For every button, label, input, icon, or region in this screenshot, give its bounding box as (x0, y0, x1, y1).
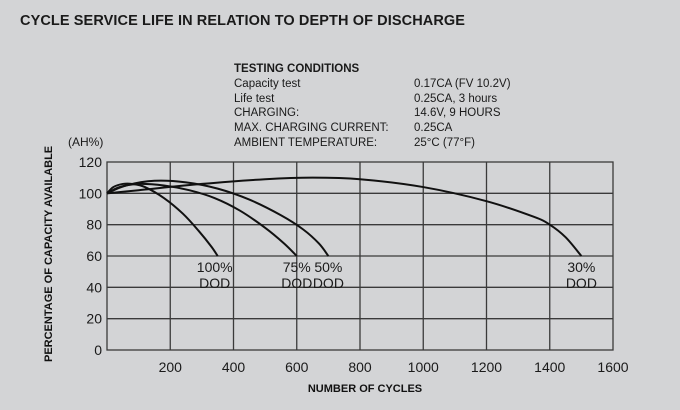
condition-value: 0.25CA, 3 hours (414, 92, 498, 105)
x-tick-label: 1600 (597, 359, 628, 375)
condition-label: Capacity test (234, 77, 301, 90)
x-tick-label: 800 (348, 359, 372, 375)
x-tick-label: 1200 (471, 359, 502, 375)
condition-value: 14.6V, 9 HOURS (414, 107, 501, 120)
y-tick-label: 100 (79, 185, 103, 201)
y-tick-label: 0 (94, 342, 102, 358)
condition-label: CHARGING: (234, 107, 300, 120)
condition-row: Capacity test 0.17CA (FV 10.2V) (234, 77, 511, 92)
series-label-50-dod-pct: 50% (314, 259, 342, 275)
series-line-75-dod-pct (106, 182, 298, 257)
condition-row: AMBIENT TEMPERATURE: 25°C (77°F) (234, 136, 511, 151)
testing-conditions: TESTING CONDITIONS Capacity test 0.17CA … (234, 62, 511, 151)
x-tick-label: 1400 (534, 359, 565, 375)
condition-row: MAX. CHARGING CURRENT: 0.25CA (234, 121, 511, 136)
x-tick-label: 1000 (408, 359, 439, 375)
y-tick-label: 40 (86, 279, 102, 295)
condition-value: 0.17CA (FV 10.2V) (414, 77, 511, 90)
x-axis-title: NUMBER OF CYCLES (308, 383, 422, 395)
condition-row: Life test 0.25CA, 3 hours (234, 92, 511, 107)
series-label-50-dod-pct: DOD (313, 275, 344, 291)
series-line-30-dod-pct (106, 176, 583, 257)
condition-label: MAX. CHARGING CURRENT: (234, 122, 389, 135)
series-line-50-dod-pct (106, 179, 330, 257)
y-tick-label: 120 (79, 154, 103, 170)
y-axis-title: PERCENTAGE OF CAPACITY AVAILABLE (43, 146, 55, 362)
condition-label: Life test (234, 92, 275, 105)
series-label-100-dod-pct: DOD (199, 275, 230, 291)
tick-labels: 0 20 40 60 80 100 120 200 400 600 800 1000 1200 1400 1… (79, 154, 629, 375)
series-line-100-dod-pct (106, 182, 219, 257)
series-label-75-dod-pct: 75% (283, 259, 311, 275)
y-unit-label: (AH%) (68, 135, 103, 149)
grid (106, 161, 614, 351)
x-tick-label: 200 (159, 359, 183, 375)
condition-value: 25°C (77°F) (414, 136, 475, 149)
condition-value: 0.25CA (414, 122, 453, 135)
series-label-100-dod-pct: 100% (197, 259, 233, 275)
series-label-30-dod-pct: 30% (567, 259, 595, 275)
testing-conditions-heading: TESTING CONDITIONS (234, 63, 360, 75)
x-tick-label: 600 (285, 359, 309, 375)
y-tick-label: 60 (86, 248, 102, 264)
y-tick-label: 80 (86, 217, 102, 233)
x-tick-label: 400 (222, 359, 246, 375)
chart-title: CYCLE SERVICE LIFE IN RELATION TO DEPTH … (20, 13, 466, 29)
condition-row: CHARGING: 14.6V, 9 HOURS (234, 106, 511, 121)
series-label-30-dod-pct: DOD (566, 275, 597, 291)
condition-label: AMBIENT TEMPERATURE: (234, 136, 378, 149)
y-tick-label: 20 (86, 311, 102, 327)
series-label-75-dod-pct: DOD (281, 275, 312, 291)
curves (106, 176, 583, 257)
